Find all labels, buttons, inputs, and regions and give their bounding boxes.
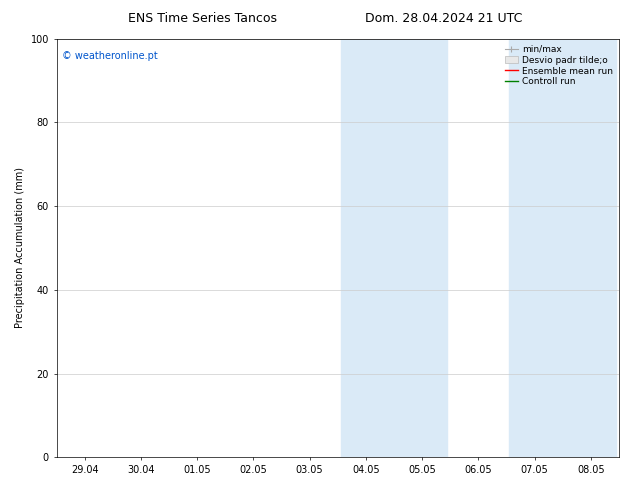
Legend: min/max, Desvio padr tilde;o, Ensemble mean run, Controll run: min/max, Desvio padr tilde;o, Ensemble m… <box>503 43 614 88</box>
Y-axis label: Precipitation Accumulation (mm): Precipitation Accumulation (mm) <box>15 168 25 328</box>
Bar <box>340 39 394 457</box>
Text: ENS Time Series Tancos: ENS Time Series Tancos <box>128 12 278 25</box>
Bar <box>394 39 448 457</box>
Text: Dom. 28.04.2024 21 UTC: Dom. 28.04.2024 21 UTC <box>365 12 522 25</box>
Bar <box>509 39 563 457</box>
Text: © weatheronline.pt: © weatheronline.pt <box>62 51 158 61</box>
Bar <box>563 39 616 457</box>
